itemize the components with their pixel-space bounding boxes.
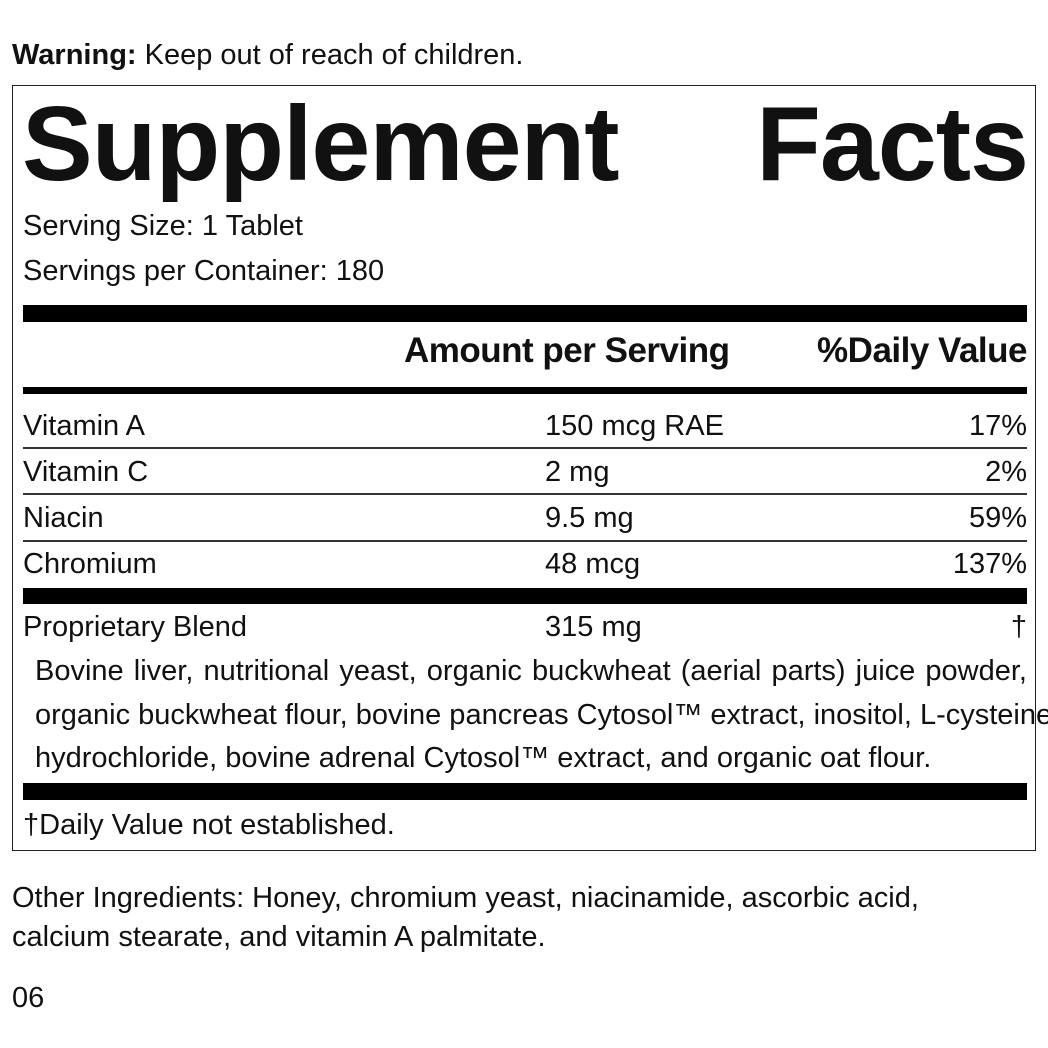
row-divider xyxy=(23,447,1027,449)
header-daily-value: %Daily Value xyxy=(817,331,1027,370)
nutrient-name: Vitamin A xyxy=(23,410,145,442)
title-word-facts: Facts xyxy=(756,85,1029,203)
nutrient-name: Chromium xyxy=(23,548,157,580)
thick-divider xyxy=(23,783,1027,800)
header-divider xyxy=(23,387,1027,394)
product-code: 06 xyxy=(12,982,45,1014)
serving-size: Serving Size: 1 Tablet xyxy=(23,210,303,242)
blend-ingredients-line: hydrochloride, bovine adrenal Cytosol™ e… xyxy=(35,742,932,774)
other-ingredients-line: calcium stearate, and vitamin A palmitat… xyxy=(12,921,546,953)
nutrient-amount: 150 mcg RAE xyxy=(545,410,724,442)
thick-divider xyxy=(23,305,1027,322)
warning-message: Keep out of reach of children. xyxy=(136,39,524,71)
blend-dv: † xyxy=(1010,611,1027,643)
panel-title: Supplement Facts xyxy=(22,84,1029,204)
row-divider xyxy=(23,540,1027,542)
nutrient-amount: 2 mg xyxy=(545,456,610,488)
nutrient-dv: 59% xyxy=(968,502,1027,534)
servings-per-container: Servings per Container: 180 xyxy=(23,255,385,287)
nutrient-name: Niacin xyxy=(23,502,104,534)
blend-name: Proprietary Blend xyxy=(23,611,248,643)
row-divider xyxy=(23,493,1027,495)
warning-text: Warning: Keep out of reach of children. xyxy=(12,37,524,73)
blend-ingredients-line: organic buckwheat flour, bovine pancreas… xyxy=(35,699,1048,731)
blend-amount: 315 mg xyxy=(545,611,642,643)
thick-divider xyxy=(23,588,1027,604)
nutrient-name: Vitamin C xyxy=(23,456,149,488)
nutrient-dv: 2% xyxy=(985,456,1027,488)
blend-ingredients-line: Bovine liver, nutritional yeast, organic… xyxy=(35,655,1027,687)
header-amount: Amount per Serving xyxy=(404,331,730,370)
nutrient-dv: 17% xyxy=(968,410,1027,442)
warning-label: Warning: xyxy=(12,39,137,71)
other-ingredients-line: Other Ingredients: Honey, chromium yeast… xyxy=(12,882,919,914)
supplement-facts-panel xyxy=(12,85,1036,851)
nutrient-dv: 137% xyxy=(952,548,1027,580)
title-word-supplement: Supplement xyxy=(22,85,620,203)
footnote: †Daily Value not established. xyxy=(23,809,395,841)
nutrient-amount: 48 mcg xyxy=(545,548,641,580)
nutrient-amount: 9.5 mg xyxy=(545,502,634,534)
